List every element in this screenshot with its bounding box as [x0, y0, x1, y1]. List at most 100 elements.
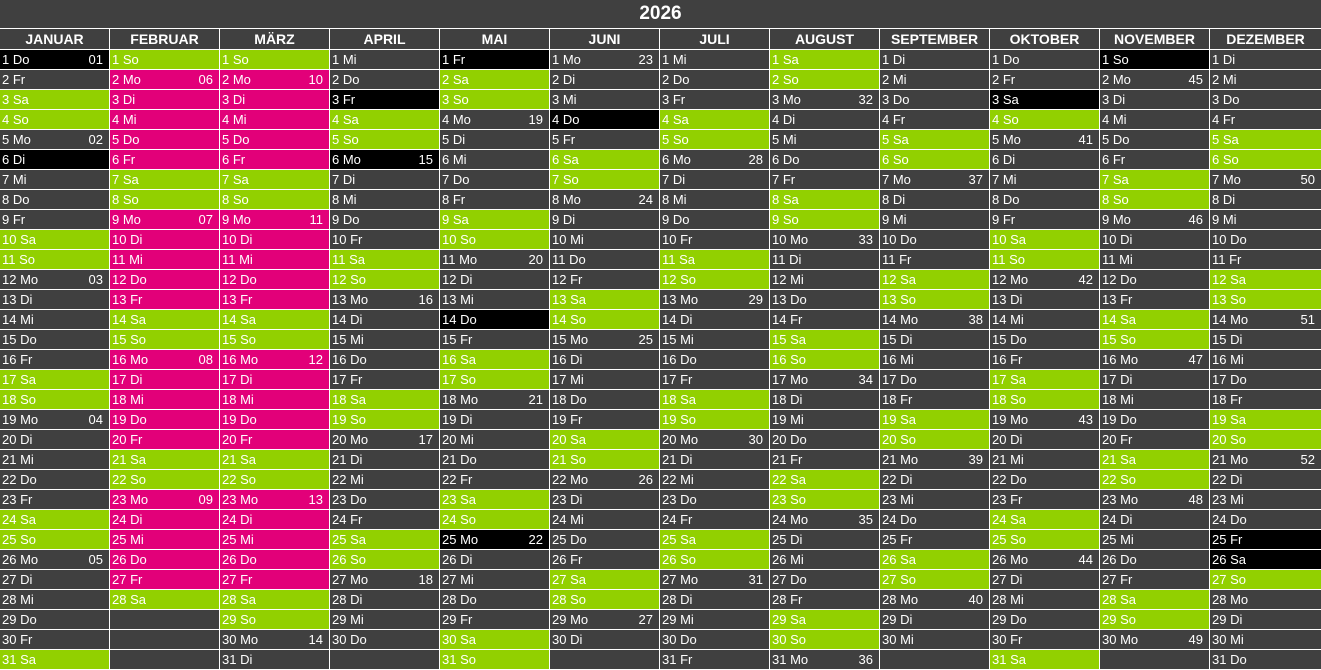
- day-cell[interactable]: 21 Di: [660, 450, 769, 470]
- day-cell[interactable]: 4 Mo 19: [440, 110, 549, 130]
- day-cell[interactable]: 12 Fr: [550, 270, 659, 290]
- day-cell[interactable]: 21 Mi: [0, 450, 109, 470]
- day-cell[interactable]: 26 Fr: [550, 550, 659, 570]
- day-cell[interactable]: 12 So: [660, 270, 769, 290]
- day-cell[interactable]: 14 Do: [440, 310, 549, 330]
- day-cell[interactable]: 20 Fr: [220, 430, 329, 450]
- day-cell[interactable]: 19 Sa: [1210, 410, 1321, 430]
- day-cell[interactable]: 8 Do: [990, 190, 1099, 210]
- day-cell[interactable]: 22 Mi: [330, 470, 439, 490]
- day-cell[interactable]: 31 So: [440, 650, 549, 670]
- day-cell[interactable]: 2 Sa: [440, 70, 549, 90]
- day-cell[interactable]: 10 Di: [110, 230, 219, 250]
- day-cell[interactable]: 28 Mi: [0, 590, 109, 610]
- day-cell[interactable]: 2 Mi: [880, 70, 989, 90]
- day-cell[interactable]: 3 Mi: [550, 90, 659, 110]
- day-cell[interactable]: 18 Sa: [660, 390, 769, 410]
- day-cell[interactable]: 13 Sa: [550, 290, 659, 310]
- day-cell[interactable]: 18 Fr: [1210, 390, 1321, 410]
- day-cell[interactable]: 14 Mo 51: [1210, 310, 1321, 330]
- day-cell[interactable]: 29 Do: [0, 610, 109, 630]
- day-cell[interactable]: 31 Di: [220, 650, 329, 670]
- day-cell[interactable]: 15 So: [1100, 330, 1209, 350]
- day-cell[interactable]: 5 Do: [220, 130, 329, 150]
- day-cell[interactable]: 3 Mo 32: [770, 90, 879, 110]
- day-cell[interactable]: 20 Mi: [440, 430, 549, 450]
- day-cell[interactable]: 16 Mo 08: [110, 350, 219, 370]
- day-cell[interactable]: 11 Mi: [110, 250, 219, 270]
- day-cell[interactable]: 23 Fr: [990, 490, 1099, 510]
- day-cell[interactable]: 11 So: [990, 250, 1099, 270]
- day-cell[interactable]: 16 Mo 12: [220, 350, 329, 370]
- day-cell[interactable]: 25 Di: [770, 530, 879, 550]
- day-cell[interactable]: 4 Mi: [1100, 110, 1209, 130]
- day-cell[interactable]: 28 Sa: [220, 590, 329, 610]
- day-cell[interactable]: 29 Fr: [440, 610, 549, 630]
- day-cell[interactable]: 8 So: [110, 190, 219, 210]
- day-cell[interactable]: 15 Sa: [770, 330, 879, 350]
- day-cell[interactable]: 3 Do: [1210, 90, 1321, 110]
- day-cell[interactable]: 9 Mo 07: [110, 210, 219, 230]
- day-cell[interactable]: 25 Do: [550, 530, 659, 550]
- day-cell[interactable]: 30 Mo 14: [220, 630, 329, 650]
- day-cell[interactable]: 14 Di: [660, 310, 769, 330]
- day-cell[interactable]: 5 Do: [110, 130, 219, 150]
- day-cell[interactable]: 24 Do: [880, 510, 989, 530]
- day-cell[interactable]: 18 Mi: [220, 390, 329, 410]
- day-cell[interactable]: 5 Di: [440, 130, 549, 150]
- day-cell[interactable]: 27 Fr: [220, 570, 329, 590]
- day-cell[interactable]: 26 Mo 05: [0, 550, 109, 570]
- day-cell[interactable]: 1 Mi: [660, 50, 769, 70]
- day-cell[interactable]: 29 Mo 27: [550, 610, 659, 630]
- day-cell[interactable]: 23 Sa: [440, 490, 549, 510]
- day-cell[interactable]: 19 Do: [110, 410, 219, 430]
- day-cell[interactable]: 16 Do: [330, 350, 439, 370]
- day-cell[interactable]: 30 Mo 49: [1100, 630, 1209, 650]
- day-cell[interactable]: 9 Sa: [440, 210, 549, 230]
- day-cell[interactable]: 20 Mo 17: [330, 430, 439, 450]
- day-cell[interactable]: 23 Do: [660, 490, 769, 510]
- day-cell[interactable]: 4 So: [990, 110, 1099, 130]
- day-cell[interactable]: 20 Sa: [550, 430, 659, 450]
- day-cell[interactable]: 26 Do: [110, 550, 219, 570]
- day-cell[interactable]: 20 Fr: [1100, 430, 1209, 450]
- day-cell[interactable]: 30 Mi: [880, 630, 989, 650]
- day-cell[interactable]: 15 So: [220, 330, 329, 350]
- day-cell[interactable]: 29 Do: [990, 610, 1099, 630]
- day-cell[interactable]: 28 Sa: [110, 590, 219, 610]
- empty-cell[interactable]: [550, 650, 659, 670]
- empty-cell[interactable]: [110, 650, 219, 670]
- day-cell[interactable]: 12 So: [330, 270, 439, 290]
- day-cell[interactable]: 17 Mi: [550, 370, 659, 390]
- day-cell[interactable]: 8 Di: [880, 190, 989, 210]
- day-cell[interactable]: 3 Fr: [330, 90, 439, 110]
- day-cell[interactable]: 7 Do: [440, 170, 549, 190]
- day-cell[interactable]: 1 So: [110, 50, 219, 70]
- day-cell[interactable]: 7 So: [550, 170, 659, 190]
- day-cell[interactable]: 22 Fr: [440, 470, 549, 490]
- day-cell[interactable]: 2 Mo 06: [110, 70, 219, 90]
- day-cell[interactable]: 15 Do: [0, 330, 109, 350]
- day-cell[interactable]: 13 Do: [770, 290, 879, 310]
- day-cell[interactable]: 8 So: [220, 190, 329, 210]
- day-cell[interactable]: 15 Mo 25: [550, 330, 659, 350]
- day-cell[interactable]: 11 Mi: [220, 250, 329, 270]
- day-cell[interactable]: 27 Fr: [110, 570, 219, 590]
- day-cell[interactable]: 7 Di: [660, 170, 769, 190]
- day-cell[interactable]: 17 Fr: [660, 370, 769, 390]
- day-cell[interactable]: 1 So: [220, 50, 329, 70]
- day-cell[interactable]: 31 Fr: [660, 650, 769, 670]
- day-cell[interactable]: 2 Fr: [0, 70, 109, 90]
- day-cell[interactable]: 23 Mi: [1210, 490, 1321, 510]
- day-cell[interactable]: 23 Mo 48: [1100, 490, 1209, 510]
- day-cell[interactable]: 19 Mo 04: [0, 410, 109, 430]
- day-cell[interactable]: 16 Fr: [0, 350, 109, 370]
- day-cell[interactable]: 13 Mi: [440, 290, 549, 310]
- day-cell[interactable]: 10 Fr: [330, 230, 439, 250]
- day-cell[interactable]: 24 Di: [220, 510, 329, 530]
- day-cell[interactable]: 17 Do: [1210, 370, 1321, 390]
- day-cell[interactable]: 27 Mi: [440, 570, 549, 590]
- day-cell[interactable]: 28 Di: [330, 590, 439, 610]
- day-cell[interactable]: 22 So: [1100, 470, 1209, 490]
- day-cell[interactable]: 7 Sa: [110, 170, 219, 190]
